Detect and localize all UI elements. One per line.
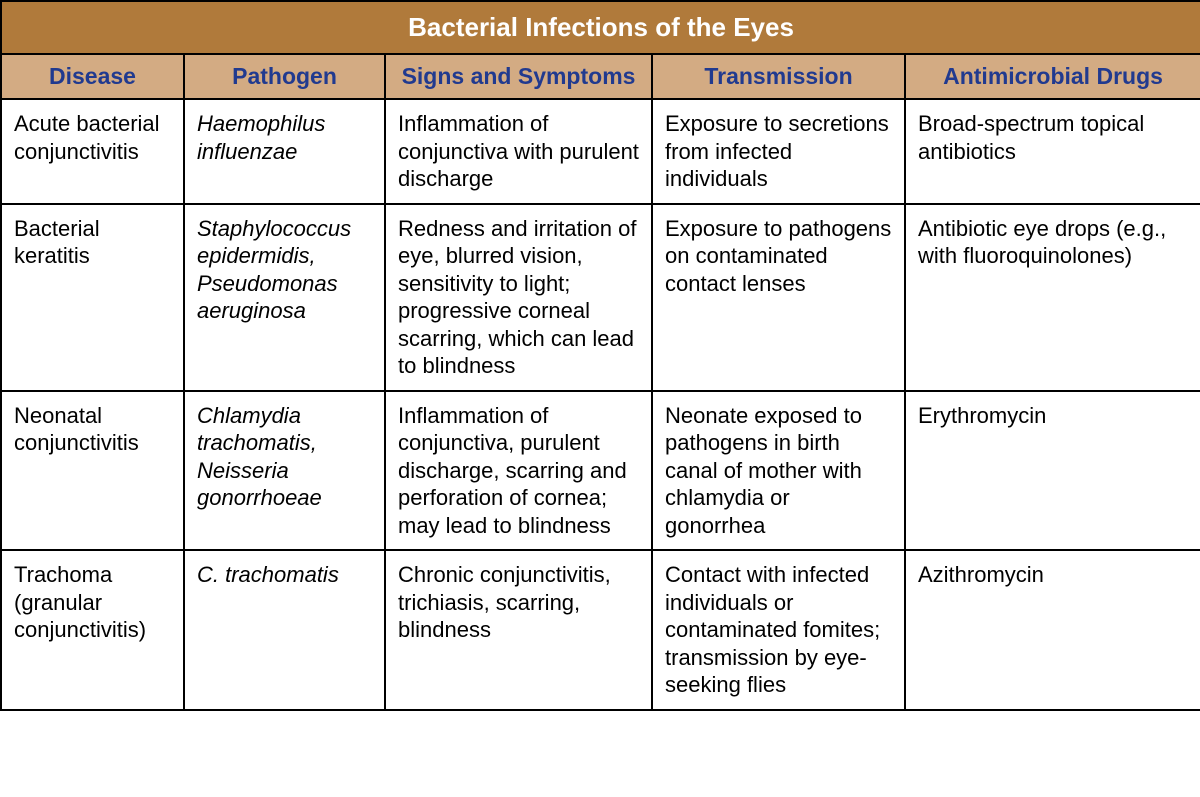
title-row: Bacterial Infections of the Eyes bbox=[1, 1, 1200, 54]
table-body: Acute bacterial conjunctivitis Haemophil… bbox=[1, 99, 1200, 710]
table-row: Trachoma (granular conjunctivitis) C. tr… bbox=[1, 550, 1200, 710]
cell-transmission: Exposure to secretions from infected ind… bbox=[652, 99, 905, 204]
table-title: Bacterial Infections of the Eyes bbox=[1, 1, 1200, 54]
header-signs: Signs and Symptoms bbox=[385, 54, 652, 99]
cell-drugs: Erythromycin bbox=[905, 391, 1200, 551]
cell-disease: Trachoma (granular conjunctivitis) bbox=[1, 550, 184, 710]
cell-drugs: Azithromycin bbox=[905, 550, 1200, 710]
cell-signs: Redness and irritation of eye, blurred v… bbox=[385, 204, 652, 391]
cell-disease: Bacterial keratitis bbox=[1, 204, 184, 391]
cell-drugs: Antibiotic eye drops (e.g., with fluoroq… bbox=[905, 204, 1200, 391]
header-drugs: Antimicrobial Drugs bbox=[905, 54, 1200, 99]
table-row: Bacterial keratitis Staphylococcus epide… bbox=[1, 204, 1200, 391]
cell-signs: Inflammation of conjunctiva with purulen… bbox=[385, 99, 652, 204]
cell-disease: Acute bacterial conjunctivitis bbox=[1, 99, 184, 204]
eye-infections-table: Bacterial Infections of the Eyes Disease… bbox=[0, 0, 1200, 711]
cell-pathogen: Staphylococcus epidermidis, Pseudomonas … bbox=[184, 204, 385, 391]
header-disease: Disease bbox=[1, 54, 184, 99]
header-transmission: Transmission bbox=[652, 54, 905, 99]
cell-transmission: Contact with infected individuals or con… bbox=[652, 550, 905, 710]
table-row: Neonatal conjunctivitis Chlamydia tracho… bbox=[1, 391, 1200, 551]
header-pathogen: Pathogen bbox=[184, 54, 385, 99]
cell-pathogen: Chlamydia trachomatis, Neisseria gonorrh… bbox=[184, 391, 385, 551]
cell-signs: Inflammation of conjunctiva, purulent di… bbox=[385, 391, 652, 551]
cell-transmission: Exposure to pathogens on contaminated co… bbox=[652, 204, 905, 391]
cell-pathogen: C. trachomatis bbox=[184, 550, 385, 710]
header-row: Disease Pathogen Signs and Symptoms Tran… bbox=[1, 54, 1200, 99]
cell-pathogen: Haemophilus influenzae bbox=[184, 99, 385, 204]
cell-drugs: Broad-spectrum topical antibiotics bbox=[905, 99, 1200, 204]
cell-disease: Neonatal conjunctivitis bbox=[1, 391, 184, 551]
cell-transmission: Neonate exposed to pathogens in birth ca… bbox=[652, 391, 905, 551]
table-row: Acute bacterial conjunctivitis Haemophil… bbox=[1, 99, 1200, 204]
cell-signs: Chronic conjunctivitis, trichiasis, scar… bbox=[385, 550, 652, 710]
